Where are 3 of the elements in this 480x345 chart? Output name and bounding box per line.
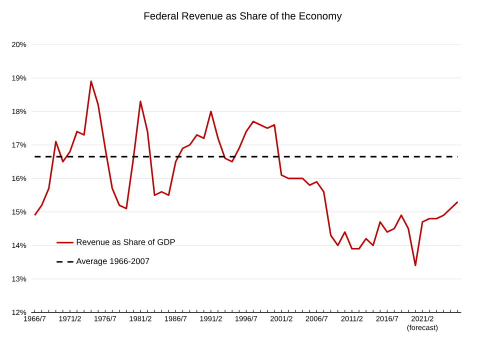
legend-label: Revenue as Share of GDP: [76, 238, 175, 245]
legend-label: Average 1966-2007: [76, 258, 150, 266]
chart-title: Federal Revenue as Share of the Economy: [144, 12, 342, 22]
